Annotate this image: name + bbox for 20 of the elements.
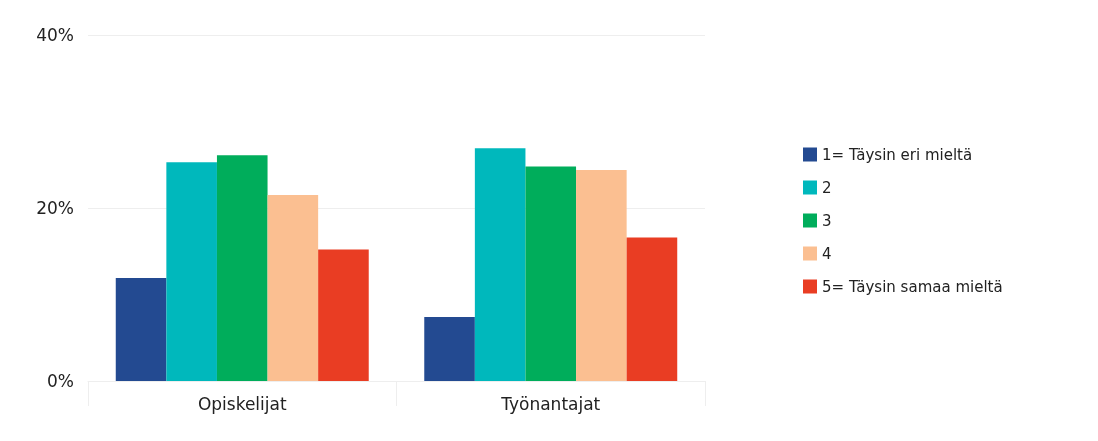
legend-label: 3 [822, 211, 832, 230]
legend-label: 1= Täysin eri mieltä [822, 145, 973, 164]
bar [525, 166, 577, 381]
bar [626, 237, 678, 381]
legend-label: 4 [822, 244, 832, 263]
y-tick-label: 40% [36, 25, 74, 45]
x-tick-label: Opiskelijat [197, 393, 287, 414]
legend-label: 2 [822, 178, 832, 197]
legend-label: 5= Täysin samaa mieltä [822, 277, 1003, 296]
bar [166, 162, 217, 381]
bar [216, 155, 268, 381]
x-tick-label: Työnantajat [500, 393, 601, 414]
bar [576, 169, 627, 381]
y-tick-label: 20% [36, 198, 74, 218]
y-tick-label: 0% [47, 371, 74, 391]
bar [474, 148, 526, 381]
bar [115, 278, 167, 381]
bar [424, 316, 475, 381]
bar [318, 249, 369, 381]
bar [267, 195, 319, 381]
